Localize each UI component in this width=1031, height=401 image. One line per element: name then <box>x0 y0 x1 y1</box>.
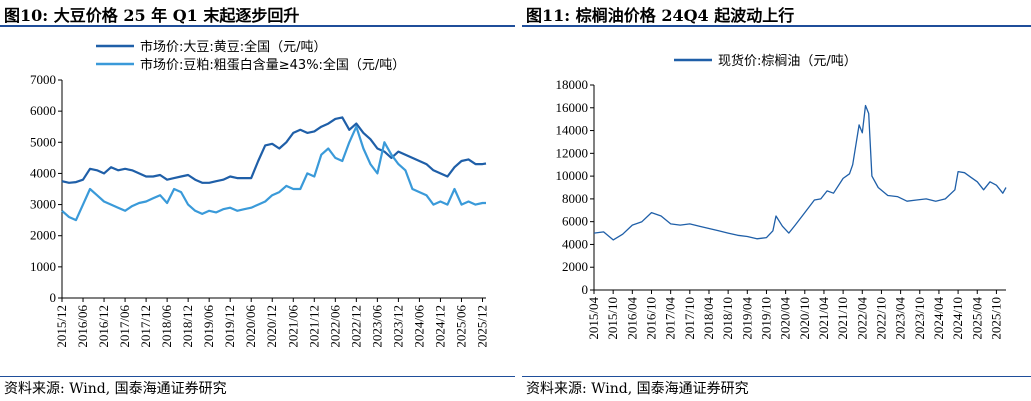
y-tick-label: 8000 <box>562 191 588 206</box>
source-note: 资料来源: Wind, 国泰海通证券研究 <box>526 381 749 397</box>
legend-label: 市场价:豆粕:粗蛋白含量≥43%:全国（元/吨） <box>140 57 405 73</box>
figure-title: 图10: 大豆价格 25 年 Q1 末起逐步回升 <box>4 6 300 25</box>
x-tick-label: 2023/06 <box>369 305 384 348</box>
x-tick-label: 2024/06 <box>411 305 426 348</box>
figure-title: 图11: 棕榈油价格 24Q4 起波动上行 <box>526 6 795 25</box>
x-tick-label: 2025/06 <box>453 305 468 348</box>
y-tick-label: 6000 <box>30 103 56 118</box>
y-tick-label: 14000 <box>556 123 589 138</box>
x-tick-label: 2017/04 <box>663 297 678 340</box>
x-tick-label: 2018/06 <box>159 305 174 348</box>
source-rule <box>0 376 515 377</box>
legend-label: 市场价:大豆:黄豆:全国（元/吨） <box>140 39 327 55</box>
x-tick-label: 2018/04 <box>701 297 716 340</box>
y-tick-label: 0 <box>582 282 589 297</box>
y-tick-label: 2000 <box>562 259 588 274</box>
x-tick-label: 2017/06 <box>117 305 132 348</box>
x-tick-label: 2020/10 <box>797 297 812 340</box>
legend: 现货价:棕榈油（元/吨） <box>674 53 857 69</box>
x-tick-label: 2019/10 <box>758 297 773 340</box>
source-rule <box>522 376 1031 377</box>
x-tick-label: 2019/06 <box>201 305 216 348</box>
title-rule <box>0 25 515 27</box>
x-tick-label: 2022/10 <box>873 297 888 340</box>
palm-oil-price-chart: 0 2000 4000 6000 8000 10000 12000 14000 16000 180… <box>556 53 1007 340</box>
series-line-1 <box>593 104 1007 241</box>
y-tick-label: 12000 <box>556 145 589 160</box>
x-tick-label: 2021/12 <box>306 305 321 348</box>
x-tick-label: 2018/10 <box>720 297 735 340</box>
x-tick-label: 2018/12 <box>180 305 195 348</box>
x-tick-label: 2015/04 <box>586 297 601 340</box>
x-tick-label: 2024/12 <box>432 305 447 348</box>
series-line-1 <box>61 116 487 184</box>
x-tick-label: 2024/10 <box>950 297 965 340</box>
x-tick-label: 2025/04 <box>969 297 984 340</box>
title-rule <box>522 25 1031 27</box>
y-tick-label: 16000 <box>556 100 589 115</box>
x-tick-label: 2020/12 <box>264 305 279 348</box>
x-tick-label: 2016/10 <box>643 297 658 340</box>
x-tick-label: 2015/10 <box>605 297 620 340</box>
x-tick-label: 2021/04 <box>816 297 831 340</box>
chart-panel-soybean: 图10: 大豆价格 25 年 Q1 末起逐步回升 0 1000 2000 3000 40… <box>0 0 515 401</box>
y-tick-label: 4000 <box>562 236 588 251</box>
x-tick-label: 2020/04 <box>778 297 793 340</box>
x-tick-label: 2021/10 <box>835 297 850 340</box>
series-line-2 <box>61 125 486 222</box>
x-tick-label: 2019/12 <box>222 305 237 348</box>
x-tick-label: 2016/12 <box>96 305 111 348</box>
plot-area: 0 2000 4000 6000 8000 10000 12000 14000 16000 180… <box>556 77 1006 340</box>
x-tick-label: 2020/06 <box>243 305 258 348</box>
x-tick-label: 2022/12 <box>348 305 363 348</box>
x-tick-label: 2021/06 <box>285 305 300 348</box>
y-tick-label: 0 <box>50 290 57 305</box>
chart-panel-palm-oil: 图11: 棕榈油价格 24Q4 起波动上行 0 2000 4000 6000 8000 1… <box>522 0 1031 401</box>
y-tick-label: 1000 <box>30 259 56 274</box>
y-tick-label: 4000 <box>30 165 56 180</box>
soybean-price-chart: 0 1000 2000 3000 4000 5000 6000 7000 2015/12 2016… <box>30 39 489 348</box>
x-tick-label: 2024/04 <box>931 297 946 340</box>
x-tick-label: 2017/12 <box>138 305 153 348</box>
y-tick-label: 6000 <box>562 214 588 229</box>
x-tick-label: 2019/04 <box>739 297 754 340</box>
x-tick-label: 2016/04 <box>624 297 639 340</box>
x-tick-label: 2022/06 <box>327 305 342 348</box>
y-tick-label: 2000 <box>30 228 56 243</box>
x-tick-label: 2015/12 <box>54 305 69 348</box>
y-tick-label: 18000 <box>556 77 589 92</box>
x-tick-label: 2023/12 <box>390 305 405 348</box>
x-tick-label: 2025/12 <box>474 305 489 348</box>
legend: 市场价:大豆:黄豆:全国（元/吨） 市场价:豆粕:粗蛋白含量≥43%:全国（元/吨… <box>96 39 405 73</box>
source-note: 资料来源: Wind, 国泰海通证券研究 <box>4 381 227 397</box>
x-tick-label: 2025/10 <box>988 297 1003 340</box>
y-tick-label: 10000 <box>556 168 589 183</box>
x-tick-label: 2016/06 <box>75 305 90 348</box>
x-tick-label: 2023/10 <box>912 297 927 340</box>
x-tick-label: 2022/04 <box>854 297 869 340</box>
y-tick-label: 5000 <box>30 134 56 149</box>
plot-area: 0 1000 2000 3000 4000 5000 6000 7000 2015/12 2016… <box>30 72 489 348</box>
y-tick-label: 7000 <box>30 72 56 87</box>
x-tick-label: 2017/10 <box>682 297 697 340</box>
x-tick-label: 2023/04 <box>893 297 908 340</box>
legend-label: 现货价:棕榈油（元/吨） <box>718 53 857 69</box>
y-tick-label: 3000 <box>30 197 56 212</box>
